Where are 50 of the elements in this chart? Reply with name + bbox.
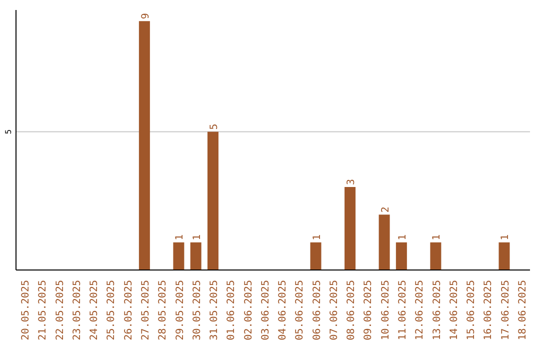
x-tick-label: 18.06.2025 [517, 280, 528, 340]
data-label: 1 [432, 234, 443, 240]
bar [498, 242, 510, 270]
bar [396, 242, 407, 270]
bar [378, 214, 390, 270]
x-tick-label: 29.05.2025 [174, 280, 186, 340]
x-tick-label: 17.06.2025 [500, 280, 512, 340]
x-tick-label: 03.06.2025 [260, 280, 272, 340]
data-label: 1 [174, 234, 186, 240]
data-label: 1 [500, 234, 512, 240]
bar [138, 21, 150, 270]
data-label: 1 [312, 234, 323, 240]
data-label: 5 [208, 124, 220, 130]
bar [190, 242, 202, 270]
x-tick-label: 01.06.2025 [226, 280, 238, 340]
x-tick-label: 23.05.2025 [72, 280, 83, 340]
x-tick-label: 11.06.2025 [398, 280, 408, 340]
x-tick-label: 25.05.2025 [106, 280, 118, 340]
x-tick-label: 08.06.2025 [346, 280, 358, 340]
data-label: 1 [397, 234, 408, 240]
x-tick-label: 27.05.2025 [140, 280, 152, 340]
bar [310, 242, 322, 270]
x-tick-label: 02.06.2025 [243, 280, 254, 340]
bar [344, 187, 356, 270]
x-tick-label: 07.06.2025 [328, 280, 340, 340]
data-label: 2 [380, 206, 392, 213]
x-tick-label: 04.06.2025 [278, 280, 289, 340]
x-tick-label: 09.06.2025 [363, 280, 374, 340]
bar [207, 132, 218, 270]
x-tick-label: 22.05.2025 [54, 280, 66, 340]
bar [173, 242, 184, 270]
data-label: 9 [140, 13, 152, 20]
x-tick-label: 10.06.2025 [380, 280, 392, 340]
x-tick-label: 26.05.2025 [123, 280, 134, 340]
x-tick-label: 20.05.2025 [20, 280, 32, 340]
x-tick-label: 15.06.2025 [466, 280, 478, 340]
x-tick-label: 28.05.2025 [158, 280, 169, 340]
bar [430, 242, 442, 270]
x-tick-label: 14.06.2025 [448, 280, 460, 340]
x-tick-label: 06.06.2025 [312, 280, 323, 340]
x-tick-label: 24.05.2025 [89, 280, 100, 340]
data-label: 1 [192, 234, 203, 240]
x-tick-label: 05.06.2025 [294, 280, 306, 340]
x-tick-label: 21.05.2025 [38, 280, 49, 340]
x-tick-label: 31.05.2025 [209, 280, 220, 340]
data-label: 3 [346, 178, 358, 186]
x-tick-label: 16.06.2025 [483, 280, 494, 340]
x-tick-label: 13.06.2025 [432, 280, 443, 340]
x-tick-label: 12.06.2025 [414, 280, 426, 340]
x-tick-label: 30.05.2025 [192, 280, 203, 340]
